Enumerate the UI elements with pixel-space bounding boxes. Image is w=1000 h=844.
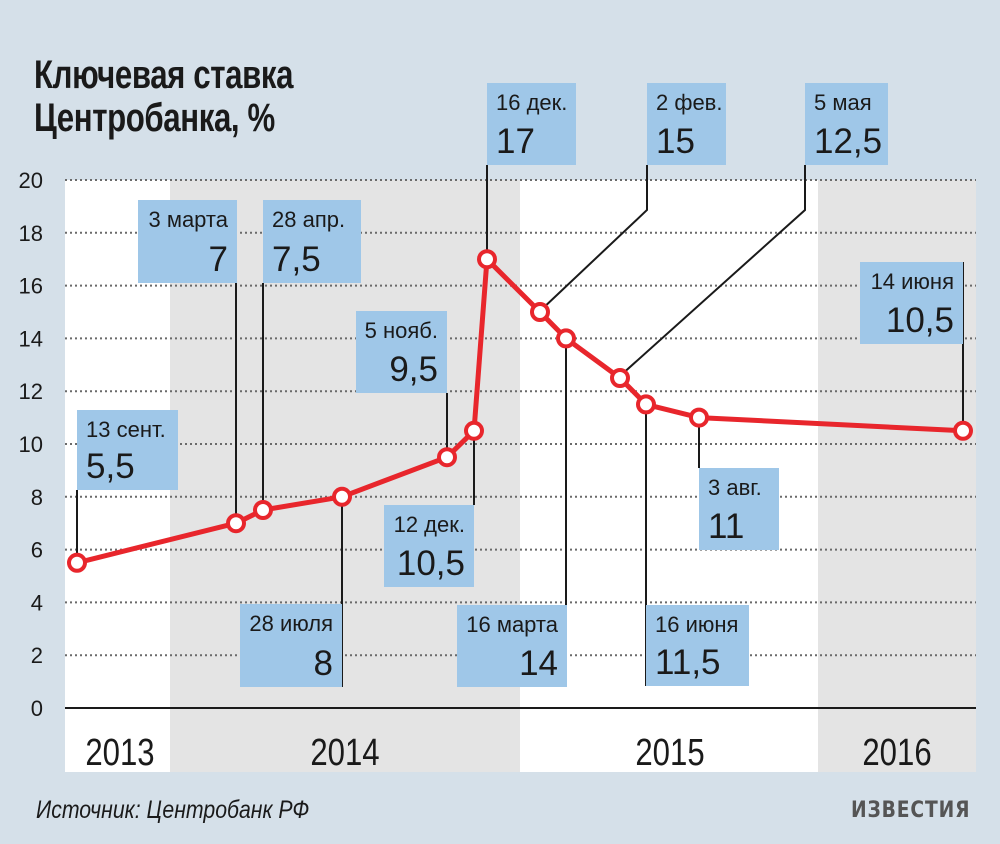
callout-date-label: 14 июня <box>871 269 954 294</box>
data-point-marker <box>530 302 550 322</box>
y-tick-label: 6 <box>31 538 43 563</box>
callout-value-label: 17 <box>496 122 535 161</box>
y-tick-label: 8 <box>31 485 43 510</box>
callout-date-label: 13 сент. <box>86 417 166 442</box>
callout-value-label: 15 <box>656 122 695 161</box>
y-tick-label: 0 <box>31 696 43 721</box>
data-point-marker <box>610 368 630 388</box>
year-label-2014: 2014 <box>310 732 379 774</box>
y-tick-label: 12 <box>19 379 43 404</box>
callout-value-label: 14 <box>519 644 558 683</box>
leader-line-7 <box>539 165 648 312</box>
callout-date-label: 5 нояб. <box>365 318 438 343</box>
callout-date-label: 28 апр. <box>272 207 345 232</box>
callout-value-label: 7,5 <box>272 240 321 279</box>
izvestia-logo: ИЗВЕСТИЯ <box>850 798 970 823</box>
y-tick-label: 10 <box>19 432 43 457</box>
source-note: Источник: Центробанк РФ <box>36 796 310 824</box>
y-tick-label: 16 <box>19 274 43 299</box>
y-tick-label: 20 <box>19 168 43 193</box>
y-tick-label: 18 <box>19 221 43 246</box>
y-axis-ticks: 0 2 4 6 8 10 12 14 16 18 20 <box>19 168 43 721</box>
callout-date-label: 2 фев. <box>656 90 722 115</box>
data-point-marker <box>226 513 246 534</box>
data-point-marker <box>556 328 576 349</box>
data-point-marker <box>67 552 87 573</box>
callout-box-9 <box>805 83 888 165</box>
leader-line-9 <box>619 165 806 377</box>
data-point-marker <box>332 486 352 507</box>
y-tick-label: 2 <box>31 643 43 668</box>
chart-title: Ключевая ставка Центробанка, % <box>34 54 293 140</box>
callout-box-2 <box>263 200 361 283</box>
data-point-marker <box>253 500 273 520</box>
callout-box-7 <box>647 83 726 165</box>
data-point-marker <box>464 420 484 441</box>
year-label-2013: 2013 <box>85 732 154 774</box>
grid-lines <box>65 179 976 709</box>
callout-date-label: 12 дек. <box>394 512 465 537</box>
callout-date-label: 5 мая <box>814 90 872 115</box>
y-tick-label: 14 <box>19 326 43 351</box>
callout-box-6 <box>487 83 576 165</box>
callout-date-label: 16 дек. <box>496 90 567 115</box>
callout-date-label: 3 авг. <box>708 475 762 500</box>
callout-date-label: 16 марта <box>466 612 559 637</box>
callout-date-label: 16 июня <box>655 612 738 637</box>
callout-value-label: 12,5 <box>814 122 882 161</box>
callout-box-4 <box>356 311 447 393</box>
data-point-marker <box>477 249 497 270</box>
callout-value-label: 7 <box>209 240 228 279</box>
y-tick-label: 4 <box>31 590 43 615</box>
callout-box-8 <box>457 605 567 687</box>
callout-value-label: 11 <box>708 507 744 546</box>
year-labels: 2013 2014 2015 2016 <box>85 732 931 774</box>
callout-value-label: 5,5 <box>86 447 135 486</box>
callouts: 13 сент. 5,5 3 марта 7 28 апр. 7,5 28 июля 8 5 н… <box>77 83 963 687</box>
callout-value-label: 10,5 <box>886 301 954 340</box>
data-point-marker <box>437 447 457 468</box>
callout-value-label: 11,5 <box>655 643 721 682</box>
callout-box-11 <box>699 468 779 550</box>
callout-box-5 <box>384 505 474 587</box>
data-point-marker <box>953 420 973 441</box>
callout-value-label: 10,5 <box>397 544 465 583</box>
data-point-marker <box>636 394 656 415</box>
callout-value-label: 9,5 <box>389 350 438 389</box>
callout-box-0 <box>77 410 178 490</box>
callout-box-10 <box>646 605 749 686</box>
data-points <box>67 249 973 573</box>
callout-box-1 <box>138 200 237 283</box>
callout-value-label: 8 <box>314 644 333 683</box>
data-point-marker <box>689 407 709 428</box>
chart-title-line2: Центробанка, % <box>34 96 275 140</box>
year-label-2015: 2015 <box>635 732 704 774</box>
callout-box-3 <box>240 604 342 687</box>
year-label-2016: 2016 <box>862 732 931 774</box>
callout-date-label: 28 июля <box>249 611 333 636</box>
chart-title-line1: Ключевая ставка <box>34 53 294 97</box>
callout-box-12 <box>860 262 963 344</box>
callout-date-label: 3 марта <box>148 207 228 232</box>
